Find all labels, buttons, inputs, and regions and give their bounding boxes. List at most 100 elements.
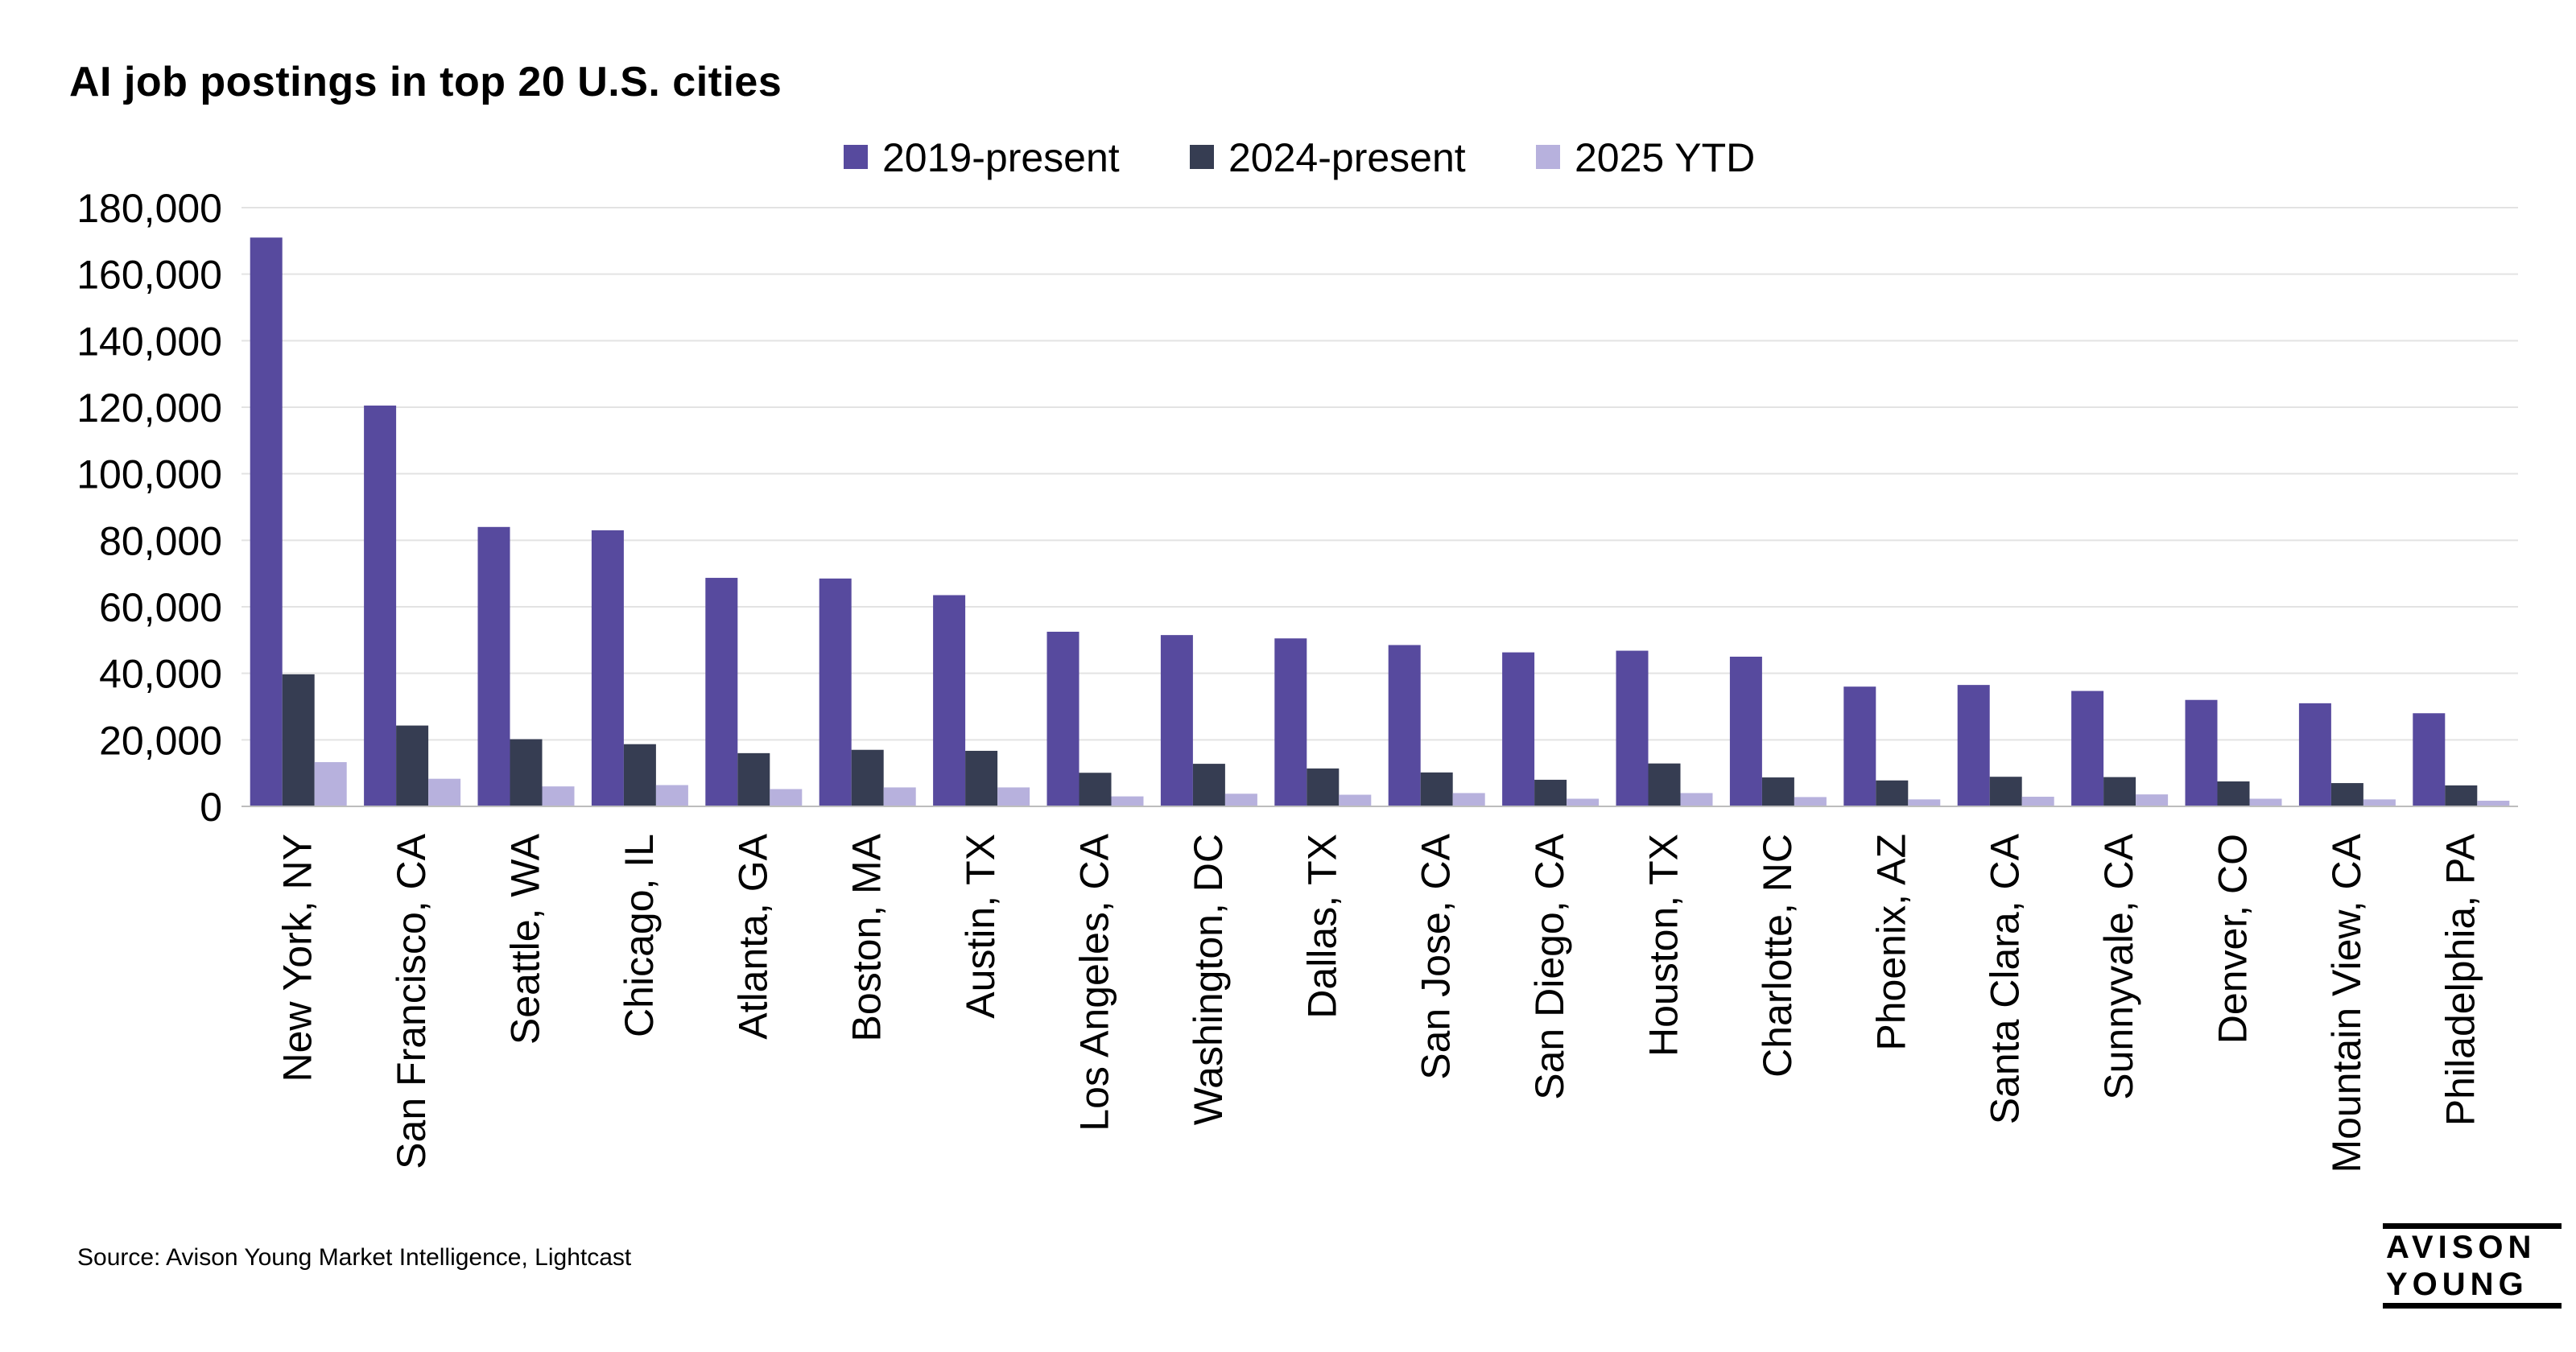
x-tick-label: Charlotte, NC [1755,834,1800,1078]
bar-2024-present [1079,773,1112,806]
bars [250,237,2510,806]
y-tick-label: 60,000 [99,585,222,630]
bar-2025 YTD [2021,797,2054,806]
bar-2019-present [591,530,624,806]
bar-2019-present [477,526,510,806]
legend-swatch [844,145,868,169]
bar-2024-present [2103,777,2136,806]
bar-2019-present [1957,685,1990,806]
x-tick-label: Philadelphia, PA [2438,833,2483,1126]
bar-2025 YTD [1908,799,1941,806]
bar-2019-present [2298,703,2331,806]
y-tick-label: 160,000 [76,253,222,298]
bar-2024-present [1420,772,1453,806]
bar-2025 YTD [314,762,347,806]
bar-2024-present [396,725,429,806]
logo-top-rule [2383,1223,2562,1229]
bar-2019-present [1046,632,1080,806]
bar-2025 YTD [1224,793,1257,806]
y-tick-label: 40,000 [99,652,222,697]
bar-2024-present [1876,780,1909,806]
bar-2025 YTD [2363,799,2396,806]
bar-2019-present [1502,652,1535,806]
bar-2019-present [1843,686,1876,806]
bar-2025 YTD [1567,798,1600,806]
x-tick-label: Seattle, WA [503,833,548,1045]
bar-2024-present [623,744,656,806]
logo-line-1: AVISON [2386,1230,2537,1265]
bar-2024-present [851,749,884,806]
legend-label: 2019-present [882,135,1120,180]
legend-swatch [1536,145,1560,169]
source-note: Source: Avison Young Market Intelligence… [77,1244,632,1271]
bar-2025 YTD [1111,796,1144,806]
bar-2025 YTD [655,785,688,806]
legend-label: 2025 YTD [1575,135,1755,180]
bar-2024-present [1307,768,1340,806]
y-tick-label: 120,000 [76,385,222,431]
bar-2024-present [2217,781,2250,806]
x-tick-label: Sunnyvale, CA [2096,833,2141,1099]
bar-2019-present [819,578,852,806]
y-tick-label: 100,000 [76,452,222,497]
avison-young-logo: AVISON YOUNG [2383,1223,2562,1309]
x-tick-label: New York, NY [275,834,320,1082]
x-tick-label: Atlanta, GA [730,833,775,1039]
bar-2019-present [2071,690,2104,806]
bar-2024-present [1761,777,1794,806]
x-tick-label: San Diego, CA [1527,833,1572,1099]
bar-2025 YTD [428,778,461,806]
bar-2024-present [2330,783,2363,806]
bar-2025 YTD [2136,794,2169,806]
x-tick-label: Phoenix, AZ [1868,834,1913,1051]
x-tick-label: San Jose, CA [1414,833,1459,1079]
bar-2019-present [2185,699,2218,806]
bar-2019-present [1729,657,1762,806]
x-tick-label: Boston, MA [844,833,890,1041]
y-tick-label: 0 [200,785,222,830]
bar-2024-present [282,674,315,806]
chart-title: AI job postings in top 20 U.S. cities [69,59,782,105]
legend: 2019-present 2024-present 2025 YTD [844,135,1755,180]
x-tick-label: Washington, DC [1186,834,1231,1125]
bar-2025 YTD [1794,797,1827,806]
bar-2024-present [510,739,543,806]
bar-2025 YTD [997,787,1030,806]
bar-2025 YTD [1452,793,1485,806]
bar-2025 YTD [770,789,803,806]
bar-2024-present [1534,779,1567,806]
bar-2025 YTD [2477,800,2510,806]
x-tick-label: Santa Clara, CA [1983,833,2028,1124]
bar-2025 YTD [2249,798,2282,806]
y-tick-label: 140,000 [76,319,222,364]
bar-2024-present [737,752,770,806]
legend-swatch [1190,145,1214,169]
bar-2024-present [2445,785,2478,806]
bar-2025 YTD [1680,793,1713,806]
bar-2019-present [705,578,738,806]
x-tick-label: Denver, CO [2211,834,2256,1044]
x-tick-label: San Francisco, CA [389,833,434,1169]
y-tick-label: 80,000 [99,518,222,563]
bar-2019-present [1160,635,1193,806]
x-tick-label: Los Angeles, CA [1072,833,1117,1131]
x-tick-label: Houston, TX [1641,834,1686,1057]
bar-2019-present [1616,650,1649,806]
x-tick-label: Mountain View, CA [2324,833,2369,1173]
logo-bottom-rule [2383,1303,2562,1309]
bar-2025 YTD [1339,794,1372,806]
bar-2024-present [1989,777,2022,806]
bar-2025 YTD [883,787,916,806]
bar-2024-present [1192,764,1225,806]
bar-2019-present [364,405,397,806]
bar-2024-present [965,750,998,806]
bar-2019-present [1388,645,1421,806]
legend-label: 2024-present [1228,135,1466,180]
y-tick-label: 180,000 [76,186,222,231]
bar-2019-present [933,595,966,806]
y-tick-label: 20,000 [99,718,222,763]
x-tick-label: Dallas, TX [1299,834,1344,1019]
bar-2019-present [2413,713,2446,806]
x-tick-label: Austin, TX [958,834,1003,1019]
